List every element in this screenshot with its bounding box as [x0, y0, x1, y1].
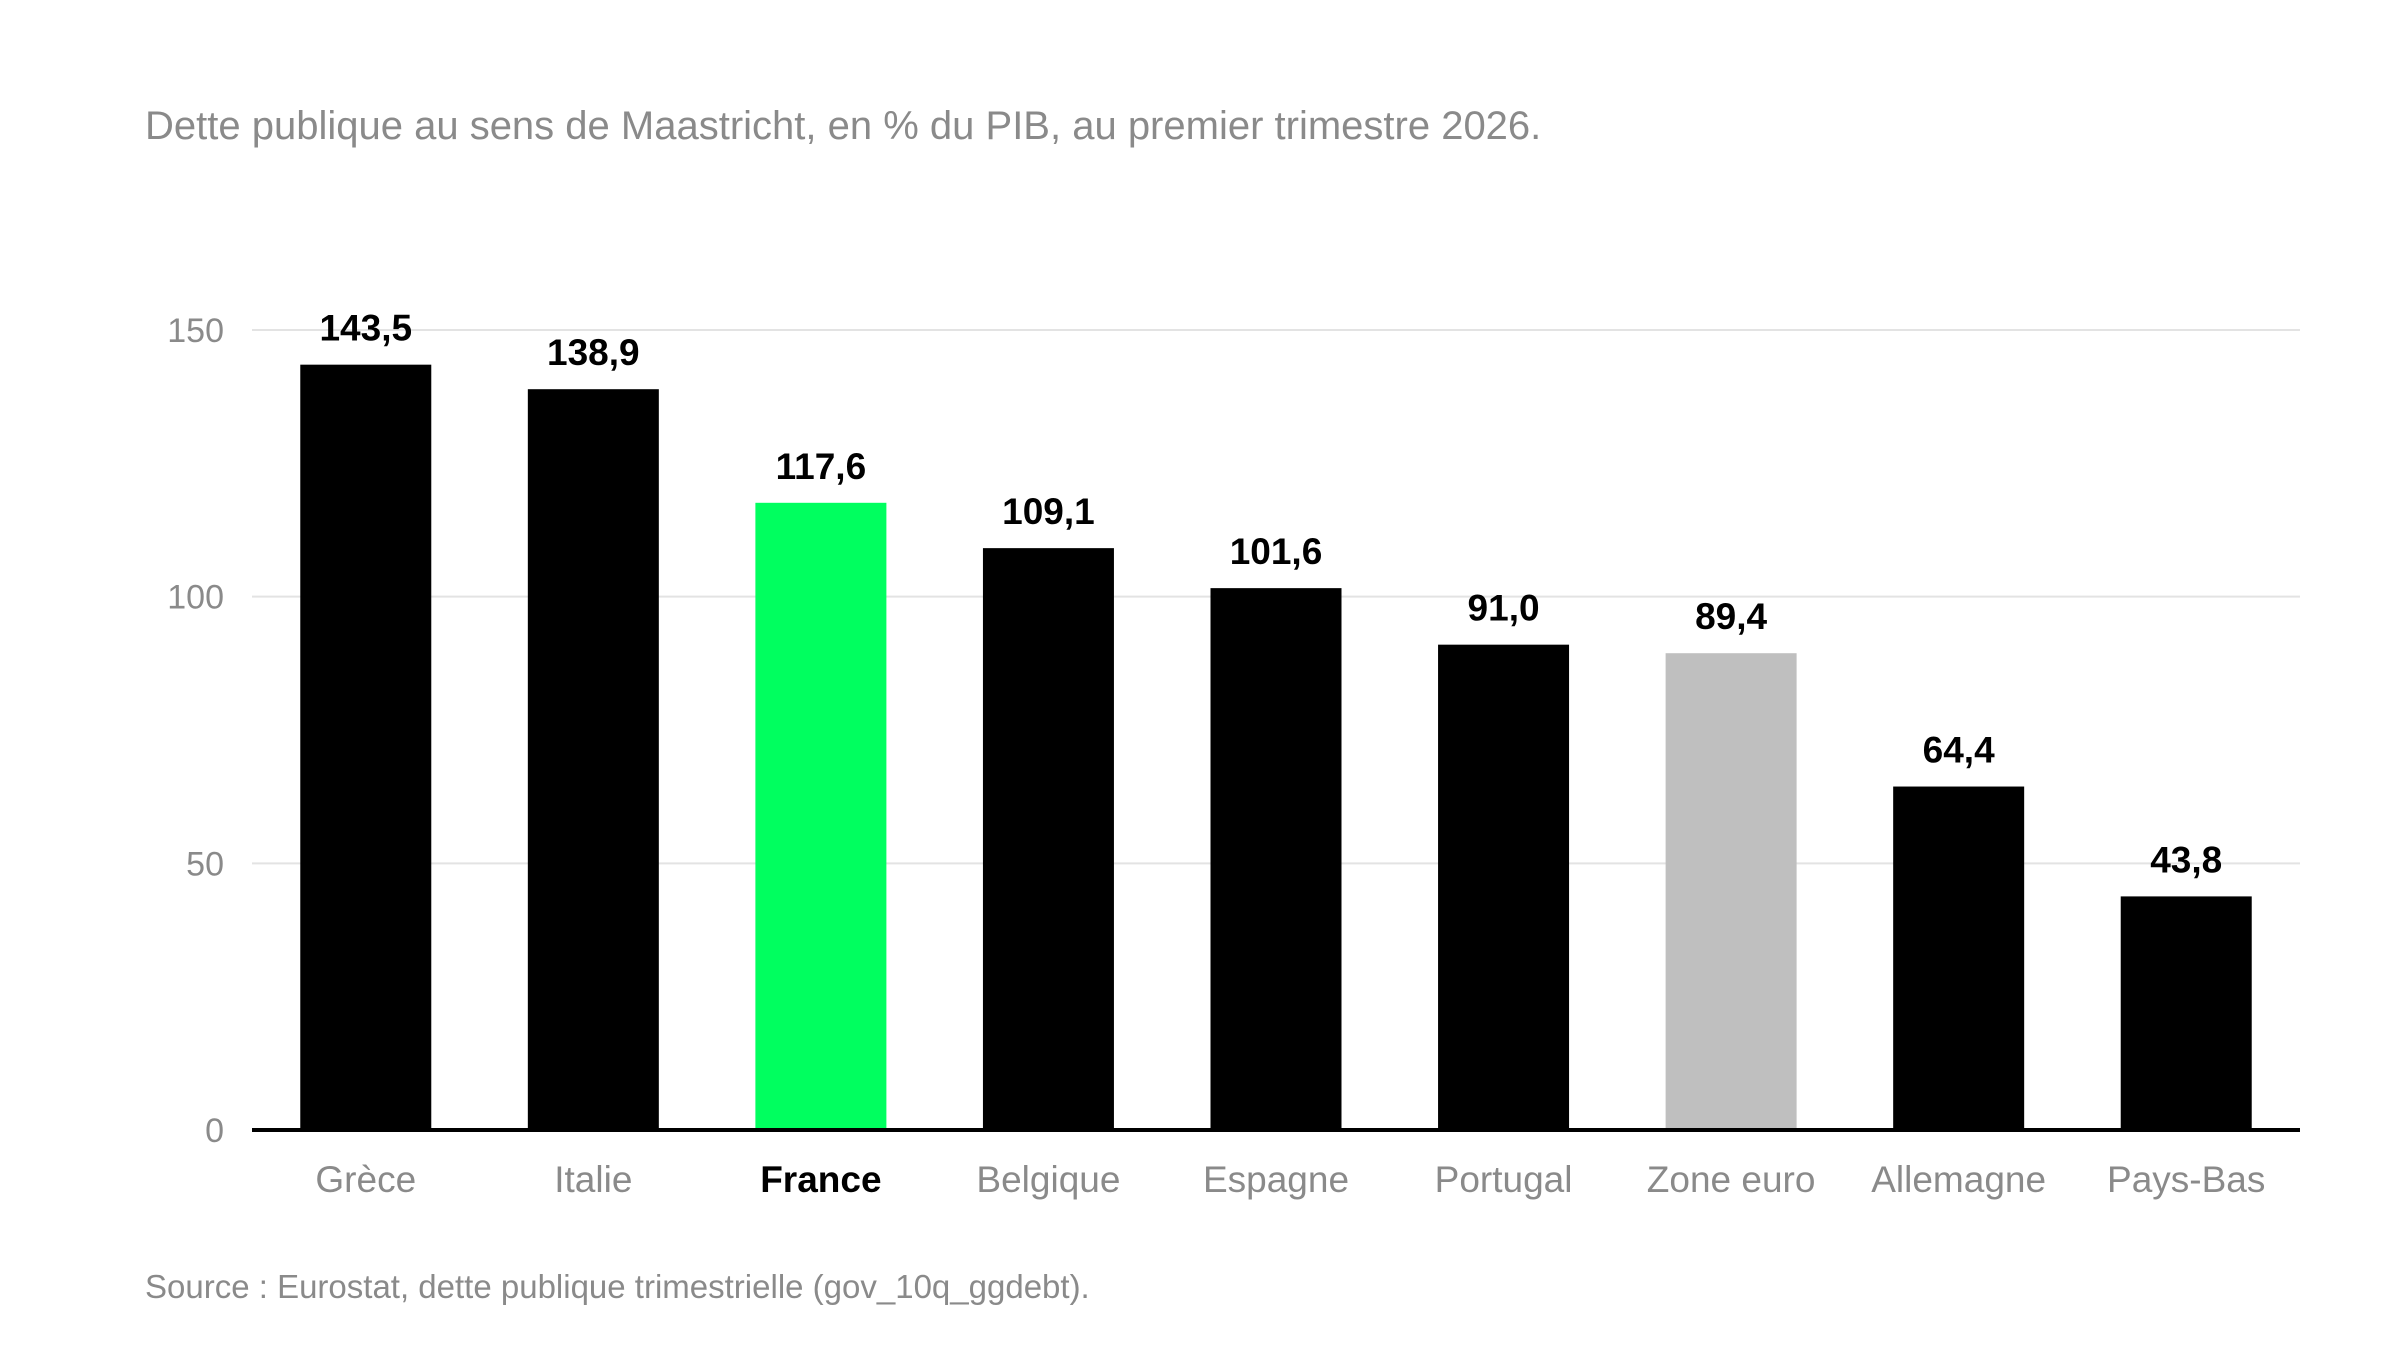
- data-label-9: 43,8: [2150, 839, 2222, 880]
- x-category-label-1: Grèce: [315, 1159, 416, 1200]
- data-labels: 143,5 138,9 117,6 109,1 101,6 91,0 89,4 64,4 43,…: [319, 308, 2222, 881]
- data-label-6: 91,0: [1468, 588, 1540, 629]
- bars: [300, 364, 2252, 1131]
- x-category-label-3: France: [760, 1159, 881, 1200]
- x-category-label-2: Italie: [554, 1159, 632, 1200]
- y-tick-label-0: 0: [205, 1112, 224, 1150]
- bar-4: [982, 548, 1114, 1130]
- chart-source: Source : Eurostat, dette publique trimes…: [145, 1268, 1090, 1305]
- data-label-4: 109,1: [1002, 491, 1095, 532]
- y-axis-ticks: 0 50 100 150: [167, 312, 224, 1150]
- data-label-1: 143,5: [319, 308, 412, 349]
- x-category-label-5: Espagne: [1203, 1159, 1349, 1200]
- bar-1: [300, 364, 432, 1131]
- data-label-8: 64,4: [1923, 730, 1995, 771]
- x-axis-labels: Grèce Italie France Belgique Espagne Portugal…: [315, 1159, 2265, 1200]
- bar-6: [1438, 644, 1570, 1130]
- y-tick-label-150: 150: [167, 312, 224, 350]
- bar-9: [2120, 896, 2252, 1130]
- x-category-label-8: Allemagne: [1871, 1159, 2046, 1200]
- bar-8: [1893, 786, 2025, 1130]
- bar-7: [1665, 653, 1797, 1130]
- y-tick-label-100: 100: [167, 579, 224, 617]
- data-label-5: 101,6: [1230, 531, 1323, 572]
- y-tick-label-50: 50: [186, 845, 224, 883]
- x-category-label-9: Pays-Bas: [2107, 1159, 2265, 1200]
- chart-subtitle: Dette publique au sens de Maastricht, en…: [145, 104, 1542, 148]
- x-category-label-7: Zone euro: [1647, 1159, 1816, 1200]
- x-category-label-6: Portugal: [1435, 1159, 1573, 1200]
- data-label-3: 117,6: [776, 446, 867, 487]
- x-category-label-4: Belgique: [976, 1159, 1120, 1200]
- data-label-2: 138,9: [547, 332, 640, 373]
- bar-3: [755, 502, 887, 1130]
- data-label-7: 89,4: [1695, 596, 1767, 637]
- bar-2: [527, 389, 659, 1130]
- bar-5: [1210, 588, 1342, 1130]
